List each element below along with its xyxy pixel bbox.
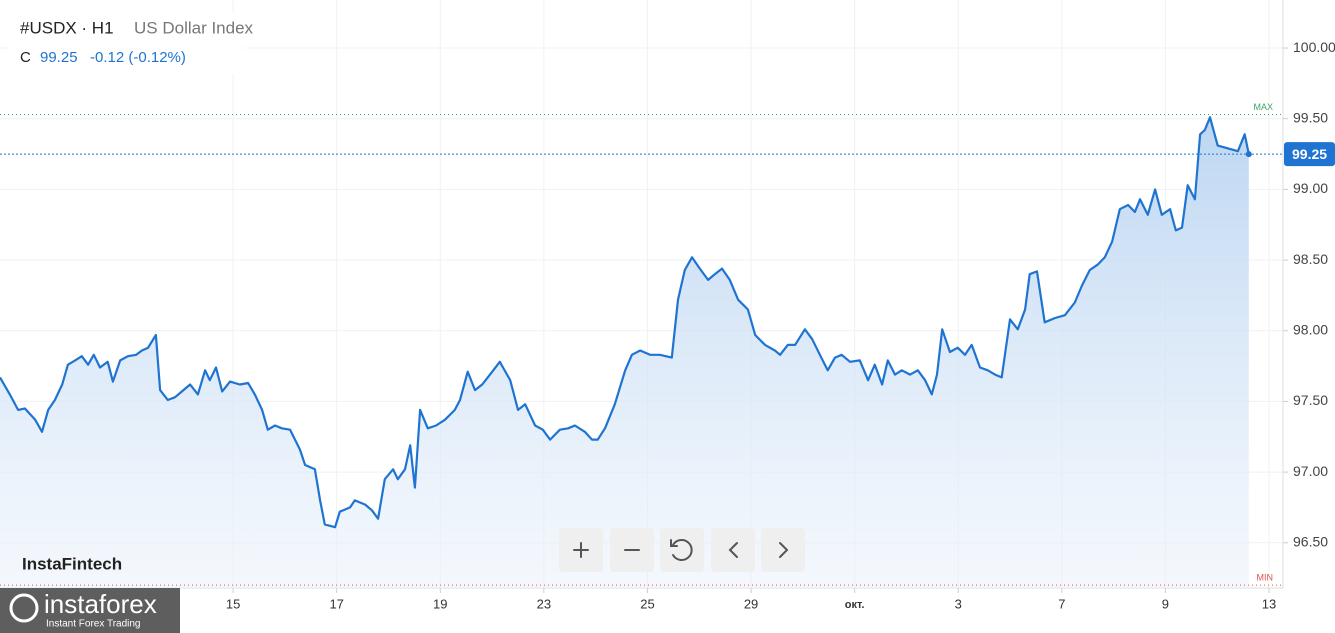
zoom-in-button[interactable] [559, 528, 603, 572]
scroll-right-button[interactable] [761, 528, 805, 572]
scroll-left-button[interactable] [711, 528, 755, 572]
last-price-badge [1284, 142, 1335, 167]
x-tick-label: 25 [640, 596, 654, 611]
x-tick-label: 7 [1058, 596, 1065, 611]
instrument-name: US Dollar Index [134, 18, 254, 37]
close-label: C [20, 49, 31, 66]
logo-text: instaforex [44, 589, 157, 619]
zoom-out-button[interactable] [610, 528, 654, 572]
price-line [0, 116, 1250, 529]
max-label: MAX [1253, 102, 1273, 112]
last-price-label: 99.25 [1292, 146, 1327, 162]
y-tick-label: 96.50 [1293, 533, 1328, 549]
reset-button[interactable] [660, 528, 704, 572]
legend-box [8, 12, 246, 74]
x-tick-label: 13 [1262, 596, 1276, 611]
watermark: InstaFintech [22, 554, 122, 573]
symbol: #USDX · H1 [20, 18, 114, 37]
y-tick-label: 100.00 [1293, 39, 1335, 55]
x-tick-label: 9 [1162, 596, 1169, 611]
change: -0.12 (-0.12%) [90, 49, 186, 66]
y-tick-label: 98.00 [1293, 321, 1328, 337]
logo: instaforex Instant Forex Trading [0, 588, 180, 633]
x-tick-label: 29 [744, 596, 758, 611]
x-tick-label: 23 [537, 596, 551, 611]
x-tick-label: 15 [226, 596, 240, 611]
area [0, 117, 1249, 589]
logo-icon [9, 593, 39, 623]
x-tick-label: 3 [955, 596, 962, 611]
x-tick-label: 17 [329, 596, 343, 611]
zoom-controls [559, 528, 805, 572]
y-tick-label: 99.50 [1293, 109, 1328, 125]
y-tick-label: 97.00 [1293, 463, 1328, 479]
y-tick-label: 99.00 [1293, 180, 1328, 196]
min-label: MIN [1257, 573, 1274, 583]
logo-tagline: Instant Forex Trading [46, 619, 141, 630]
x-tick-label: окт. [845, 599, 865, 611]
close-value: 99.25 [40, 49, 78, 66]
x-tick-label: 19 [433, 596, 447, 611]
y-tick-label: 97.50 [1293, 392, 1328, 408]
y-tick-label: 98.50 [1293, 251, 1328, 267]
